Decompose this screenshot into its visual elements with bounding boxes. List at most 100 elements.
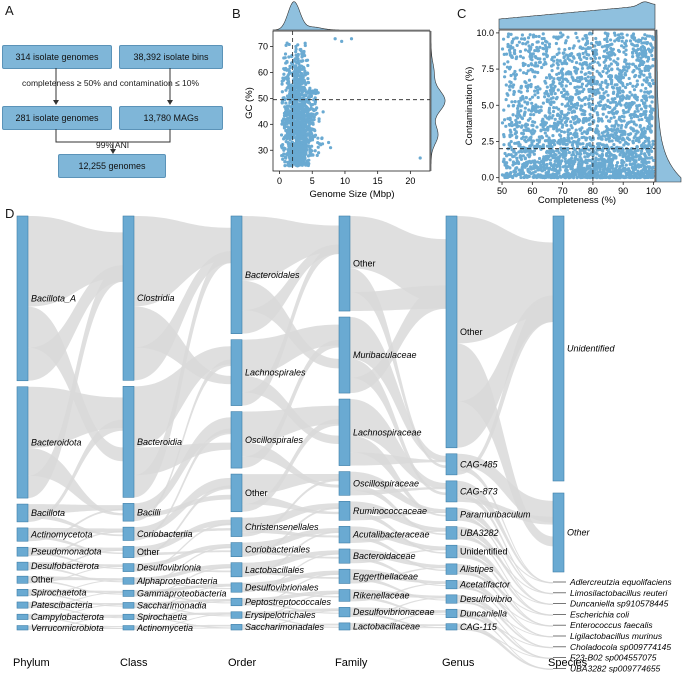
sankey-link [350, 622, 446, 627]
data-point [294, 71, 298, 75]
data-point [617, 173, 622, 178]
data-point [553, 117, 557, 121]
data-point [606, 32, 610, 36]
data-point [602, 66, 607, 70]
data-point [564, 143, 568, 147]
sankey-node [445, 623, 458, 631]
data-point [565, 116, 569, 121]
data-point [298, 83, 302, 87]
data-point [533, 75, 537, 79]
data-point [644, 136, 648, 140]
data-point [505, 166, 509, 170]
data-point [630, 165, 634, 170]
data-point [313, 149, 317, 153]
data-point [628, 159, 632, 163]
data-point [294, 64, 298, 68]
panel-b-reference-lines [273, 31, 430, 171]
right-density-curve [430, 31, 446, 171]
sankey-node [16, 215, 29, 382]
data-point [614, 60, 618, 64]
data-point [573, 131, 577, 135]
data-point [637, 67, 641, 71]
data-point [620, 168, 625, 172]
data-point [543, 131, 547, 135]
data-point [641, 36, 645, 40]
data-point [523, 100, 527, 104]
sankey-link [457, 569, 553, 638]
sankey-link [242, 244, 339, 406]
data-point [588, 94, 592, 98]
data-point [578, 53, 582, 57]
data-point [634, 49, 638, 53]
data-point [651, 57, 655, 61]
data-point [584, 138, 588, 142]
data-point [559, 129, 564, 134]
data-point [576, 158, 580, 162]
sankey-node-label: Spirochaetia [137, 612, 187, 622]
sankey-link [457, 623, 553, 670]
data-point [300, 152, 304, 156]
data-point [588, 152, 592, 156]
data-point [564, 153, 568, 157]
panel-c-scatter-chart: 50 60 70 80 90 100 0.0 2.5 5.0 7.5 10.0 Completen… [464, 1, 682, 205]
data-point [529, 113, 533, 117]
data-point [304, 123, 308, 127]
sankey-node [230, 582, 243, 593]
data-point [297, 158, 301, 162]
sankey-node [552, 215, 565, 482]
data-point [286, 160, 290, 164]
data-point [517, 168, 521, 172]
data-point [596, 113, 600, 117]
data-point [588, 80, 593, 84]
data-point [579, 104, 583, 108]
data-point [612, 156, 616, 160]
sankey-node-label: Pseudomonadota [31, 547, 102, 557]
data-point [295, 56, 299, 60]
data-point [544, 171, 548, 175]
data-point [526, 36, 531, 40]
sankey-node-label: Christensenellales [245, 522, 319, 532]
data-point [562, 116, 566, 120]
data-point [510, 100, 514, 104]
data-point [306, 161, 310, 165]
data-point [562, 87, 566, 91]
data-point [626, 172, 630, 176]
data-point [622, 65, 626, 70]
sankey-node [445, 507, 458, 521]
data-point [627, 62, 631, 66]
data-point [563, 120, 567, 125]
sankey-link [134, 523, 231, 572]
data-point [504, 97, 508, 102]
sankey-node [445, 544, 458, 559]
data-point [631, 55, 635, 59]
data-point [584, 160, 588, 165]
sankey-node [230, 624, 243, 631]
sankey-link [242, 608, 339, 616]
data-point [539, 163, 543, 168]
data-point [620, 123, 624, 128]
data-point [284, 66, 288, 71]
data-point [502, 118, 507, 122]
data-point [521, 154, 525, 158]
data-point [550, 69, 554, 73]
sankey-link [457, 536, 553, 595]
data-point [586, 75, 590, 79]
sankey-node-label: Saccharimonadia [137, 600, 207, 610]
data-point [285, 105, 289, 109]
data-point [605, 133, 609, 137]
data-point [584, 33, 588, 38]
data-point [606, 169, 610, 173]
data-point [536, 48, 541, 53]
data-point [639, 164, 643, 169]
data-point [648, 129, 652, 133]
data-point [509, 130, 513, 134]
sankey-link [457, 594, 553, 648]
sankey-link [242, 615, 339, 628]
sankey-link [28, 592, 123, 609]
data-point [595, 171, 599, 175]
x-tick-label: 5 [310, 176, 315, 186]
data-point [624, 175, 628, 179]
data-point [317, 117, 321, 121]
panel-d-label: D [5, 206, 15, 221]
data-point [586, 154, 590, 158]
